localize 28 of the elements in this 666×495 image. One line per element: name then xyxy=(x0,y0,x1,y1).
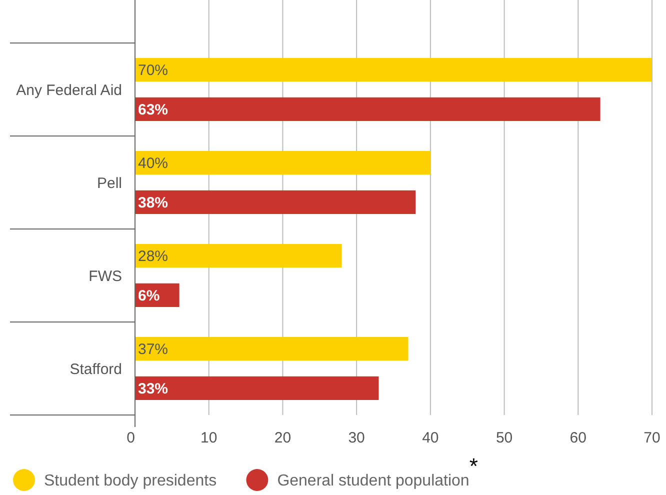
x-tick-label: 70 xyxy=(644,429,660,446)
data-label: 6% xyxy=(138,287,160,304)
data-label: 63% xyxy=(138,101,168,118)
data-label: 37% xyxy=(138,341,168,358)
bar xyxy=(135,376,379,400)
bar xyxy=(135,337,408,361)
y-tick-label: Any Federal Aid xyxy=(16,82,122,99)
x-tick-label: 20 xyxy=(274,429,292,446)
data-label: 28% xyxy=(138,248,168,266)
bar xyxy=(135,190,416,214)
y-tick-label: Pell xyxy=(96,174,122,192)
legend-label: Student body presidents xyxy=(44,472,217,490)
bar xyxy=(135,244,342,268)
x-tick-label: 40 xyxy=(422,429,439,446)
data-label: 33% xyxy=(138,380,168,398)
bar xyxy=(135,97,600,121)
x-tick-label: 60 xyxy=(570,429,586,446)
x-tick-label: 10 xyxy=(200,429,218,446)
x-tick-label: 50 xyxy=(496,429,513,446)
x-tick-label: 30 xyxy=(348,429,365,446)
data-label: 38% xyxy=(138,194,168,212)
y-tick-label: Stafford xyxy=(70,360,122,378)
x-tick-label: 0 xyxy=(126,429,135,446)
y-tick-label: FWS xyxy=(88,268,122,285)
data-label: 70% xyxy=(138,62,168,80)
data-label: 40% xyxy=(138,155,168,172)
bar xyxy=(135,58,652,82)
bar xyxy=(135,151,430,175)
